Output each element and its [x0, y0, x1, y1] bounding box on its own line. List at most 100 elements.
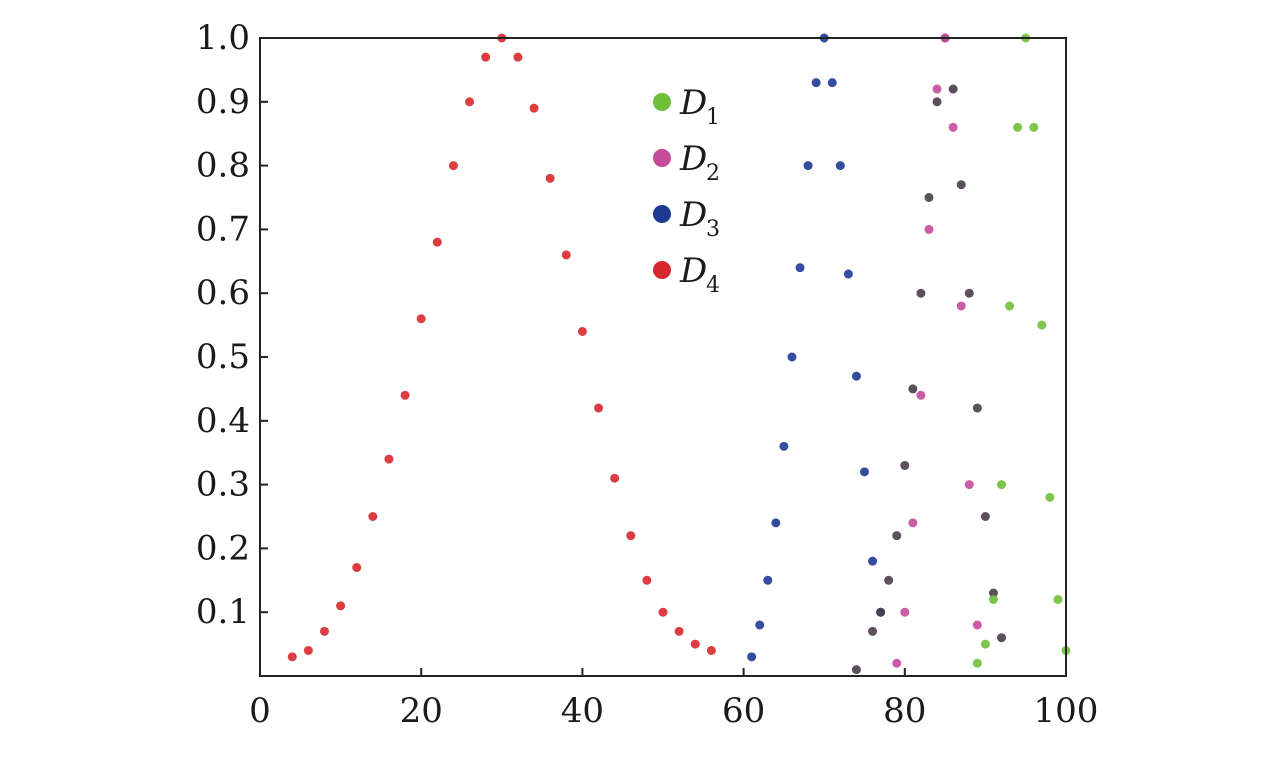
data-point: [980, 512, 990, 521]
data-point: [916, 288, 926, 298]
data-point: [755, 620, 765, 630]
data-point: [561, 250, 571, 260]
data-point: [811, 78, 821, 88]
data-point: [642, 575, 652, 585]
data-point: [1037, 320, 1047, 330]
data-point: [988, 588, 998, 598]
data-point: [868, 556, 878, 566]
y-tick-label: 0.9: [196, 82, 250, 122]
x-tick-label: 80: [883, 691, 926, 731]
data-point: [706, 645, 716, 655]
data-point: [594, 403, 604, 413]
data-point: [674, 626, 684, 636]
data-point: [481, 52, 491, 62]
legend-subscript: 1: [706, 105, 720, 130]
y-tick-label: 0.6: [196, 273, 250, 313]
legend-marker: [653, 93, 671, 111]
data-point: [980, 639, 990, 649]
x-tick-label: 40: [561, 691, 604, 731]
data-point: [972, 620, 982, 630]
data-point: [924, 224, 934, 234]
x-tick-label: 0: [249, 691, 271, 731]
data-point: [908, 384, 918, 394]
data-point: [658, 607, 668, 617]
legend-label: D: [679, 195, 707, 235]
data-point: [779, 441, 789, 451]
data-point: [932, 84, 942, 94]
data-point: [964, 288, 974, 298]
data-point: [1045, 492, 1055, 502]
data-point: [465, 97, 475, 107]
data-point: [851, 371, 861, 381]
legend-item: D1: [653, 83, 720, 130]
data-point: [1013, 122, 1023, 132]
data-point: [690, 639, 700, 649]
data-point: [916, 390, 926, 400]
data-point: [972, 403, 982, 413]
legend-subscript: 2: [706, 161, 720, 186]
data-point: [997, 480, 1007, 490]
data-point: [900, 607, 910, 617]
data-point: [884, 575, 894, 585]
data-point: [803, 161, 813, 171]
data-point: [908, 518, 918, 528]
data-point: [795, 263, 805, 273]
data-point: [747, 652, 757, 662]
data-point: [303, 645, 313, 655]
y-tick-label: 1.0: [196, 18, 250, 58]
series-3: [851, 33, 1007, 675]
data-point: [851, 665, 861, 675]
y-tick-label: 0.5: [196, 337, 250, 377]
data-point: [900, 460, 910, 470]
data-point: [400, 390, 410, 400]
data-point: [352, 563, 362, 573]
data-point: [964, 480, 974, 490]
y-tick-label: 0.7: [196, 209, 250, 249]
data-point: [972, 658, 982, 668]
data-point: [368, 512, 378, 521]
data-point: [771, 518, 781, 528]
data-point: [956, 180, 966, 190]
data-point: [956, 301, 966, 311]
data-point: [432, 237, 442, 247]
y-tick-label: 0.2: [196, 528, 250, 568]
data-point: [545, 173, 555, 183]
legend: D1 D2 D3D 4: [653, 83, 720, 298]
y-tick-label: 0.4: [196, 401, 250, 441]
data-point: [1005, 301, 1015, 311]
data-point: [610, 473, 620, 483]
data-point: [868, 626, 878, 636]
plot-frame: [259, 37, 1067, 677]
data-point: [988, 594, 998, 604]
data-point: [287, 652, 297, 662]
data-point: [763, 575, 773, 585]
y-tick-label: 0.8: [196, 146, 250, 186]
legend-subscript: 4: [706, 273, 720, 298]
legend-item: D2: [653, 139, 720, 186]
data-point: [932, 97, 942, 107]
x-tick-label: 20: [400, 691, 443, 731]
legend-item: D3: [653, 195, 720, 242]
legend-subscript: 3: [706, 217, 720, 242]
data-point: [626, 531, 636, 541]
ticks-layer: 0 20 40 60 80 100 0.1 0.2 0.3 0.4 0.5 0.6 0.7 0.8 0.9 1…: [196, 18, 1099, 731]
data-point: [827, 78, 837, 88]
data-point: [924, 193, 934, 202]
data-point: [319, 626, 329, 636]
data-point: [997, 633, 1007, 643]
data-point: [577, 326, 587, 336]
series-1: [287, 33, 716, 662]
data-point: [835, 161, 845, 171]
data-points-layer: [287, 33, 1071, 675]
series-4: [892, 33, 982, 668]
data-point: [787, 352, 797, 362]
series-5: [972, 33, 1071, 668]
data-point: [892, 658, 902, 668]
legend-marker: [653, 205, 671, 223]
data-point: [1053, 594, 1063, 604]
legend-marker: [653, 149, 671, 167]
data-point: [513, 52, 523, 62]
series-2: [747, 33, 886, 662]
data-point: [843, 269, 853, 279]
